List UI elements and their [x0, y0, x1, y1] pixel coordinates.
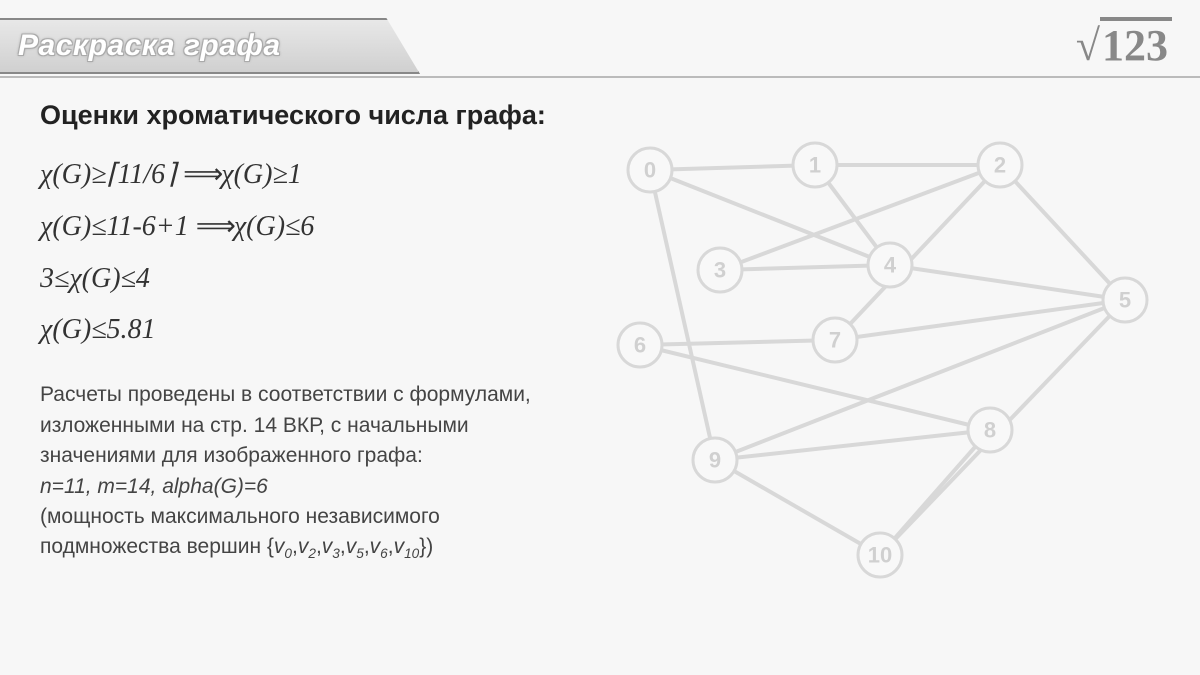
- graph-edge: [640, 340, 835, 345]
- graph-edge: [720, 265, 890, 270]
- graph-node-label: 1: [809, 153, 821, 178]
- logo-sqrt: √123: [1076, 20, 1172, 71]
- graph-node-label: 9: [709, 448, 721, 473]
- footnote-line3: (мощность максимального независимого под…: [40, 505, 440, 558]
- graph-edge: [715, 460, 880, 555]
- graph-node-label: 4: [884, 253, 897, 278]
- footnote-line1: Расчеты проведены в соответствии с форму…: [40, 383, 531, 436]
- graph-node-label: 3: [714, 258, 726, 283]
- graph-node-label: 5: [1119, 288, 1131, 313]
- footnote-line2: значениями для изображенного графа:: [40, 444, 423, 467]
- footnote-params: n=11, m=14, alpha(G)=6: [40, 475, 268, 498]
- logo-radicand: 123: [1100, 17, 1172, 70]
- page-title: Раскраска графа: [18, 29, 281, 63]
- graph-diagram: 0 1 2 3 4 5 6 7 8 9 10: [570, 110, 1170, 590]
- header-divider: [0, 76, 1200, 78]
- graph-node-label: 0: [644, 158, 656, 183]
- graph-node-label: 10: [868, 543, 892, 568]
- graph-edge: [835, 300, 1125, 340]
- graph-edge: [650, 165, 815, 170]
- header-band: Раскраска графа: [0, 18, 420, 74]
- graph-node-label: 8: [984, 418, 996, 443]
- graph-node-label: 7: [829, 328, 841, 353]
- graph-edge: [890, 265, 1125, 300]
- graph-node-label: 2: [994, 153, 1006, 178]
- graph-edge: [650, 170, 715, 460]
- graph-node-label: 6: [634, 333, 646, 358]
- graph-edge: [1000, 165, 1125, 300]
- footnote-block: Расчеты проведены в соответствии с форму…: [40, 380, 580, 564]
